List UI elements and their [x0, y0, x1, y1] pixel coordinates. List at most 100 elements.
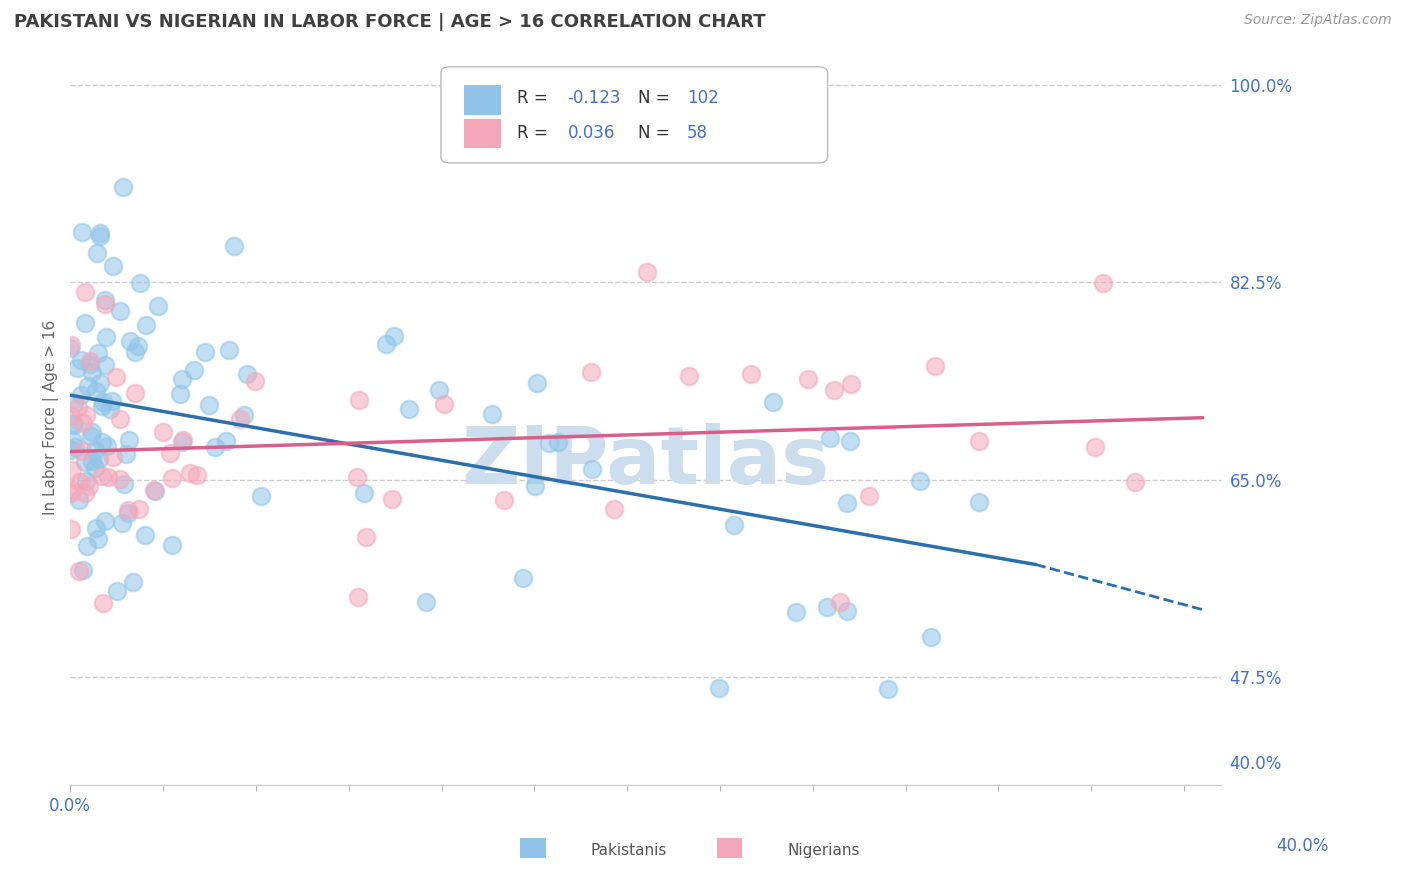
Text: R =: R =	[517, 124, 553, 142]
Point	[60, 442, 83, 457]
Point	[198, 398, 221, 412]
Point	[523, 479, 546, 493]
Text: N =: N =	[638, 124, 675, 142]
Point	[117, 506, 139, 520]
Point	[427, 383, 450, 397]
Point	[124, 345, 146, 359]
Point	[77, 478, 100, 492]
Point	[152, 425, 174, 440]
Point	[84, 442, 107, 457]
Point	[105, 370, 128, 384]
Point	[481, 407, 503, 421]
Point	[818, 431, 841, 445]
Point	[76, 378, 98, 392]
Text: 40.0%: 40.0%	[1277, 837, 1329, 855]
Point	[75, 409, 97, 423]
Point	[91, 395, 114, 409]
Point	[243, 374, 266, 388]
Point	[349, 392, 371, 407]
Point	[1084, 440, 1107, 454]
Point	[382, 329, 405, 343]
Point	[84, 384, 107, 399]
Point	[89, 376, 111, 390]
Point	[135, 318, 157, 332]
Text: -0.123: -0.123	[568, 88, 621, 107]
Point	[59, 409, 82, 423]
Point	[90, 469, 112, 483]
Point	[433, 397, 456, 411]
Point	[877, 681, 900, 696]
Point	[91, 399, 114, 413]
Point	[93, 297, 115, 311]
Point	[908, 474, 931, 488]
Point	[62, 434, 84, 448]
Point	[415, 595, 437, 609]
Point	[60, 522, 83, 536]
Point	[579, 365, 602, 379]
Point	[69, 493, 91, 508]
Point	[66, 360, 89, 375]
Point	[354, 530, 377, 544]
Text: PAKISTANI VS NIGERIAN IN LABOR FORCE | AGE > 16 CORRELATION CHART: PAKISTANI VS NIGERIAN IN LABOR FORCE | A…	[14, 13, 766, 31]
Text: ZIPatlas: ZIPatlas	[461, 423, 830, 500]
Point	[101, 450, 124, 464]
Point	[236, 367, 259, 381]
Point	[1092, 276, 1115, 290]
Point	[60, 486, 83, 500]
Point	[76, 539, 98, 553]
Point	[581, 462, 603, 476]
Point	[93, 514, 115, 528]
Point	[830, 595, 852, 609]
Point	[170, 435, 193, 450]
Bar	[464, 85, 501, 114]
Point	[110, 516, 132, 530]
Point	[62, 416, 84, 430]
Point	[159, 446, 181, 460]
Point	[839, 377, 862, 392]
Point	[93, 359, 115, 373]
Point	[169, 387, 191, 401]
Text: R =: R =	[517, 88, 553, 107]
Point	[108, 472, 131, 486]
Point	[160, 537, 183, 551]
Point	[93, 293, 115, 307]
Point	[835, 496, 858, 510]
Text: Nigerians: Nigerians	[787, 843, 860, 858]
Point	[101, 394, 124, 409]
Point	[79, 357, 101, 371]
Point	[183, 363, 205, 377]
Point	[179, 466, 201, 480]
Point	[967, 434, 990, 449]
Point	[194, 345, 217, 359]
Text: 0.036: 0.036	[568, 124, 614, 142]
Point	[69, 475, 91, 489]
Point	[353, 486, 375, 500]
Point	[60, 463, 83, 477]
Point	[835, 603, 858, 617]
Point	[70, 444, 93, 458]
Text: 58: 58	[688, 124, 709, 142]
Point	[785, 606, 807, 620]
Text: Source: ZipAtlas.com: Source: ZipAtlas.com	[1244, 13, 1392, 28]
Point	[108, 304, 131, 318]
Point	[603, 502, 626, 516]
Point	[172, 434, 194, 448]
Point	[122, 575, 145, 590]
Point	[346, 470, 368, 484]
Point	[170, 372, 193, 386]
Text: N =: N =	[638, 88, 675, 107]
Point	[87, 346, 110, 360]
Point	[537, 435, 560, 450]
Point	[59, 341, 82, 355]
Point	[924, 359, 946, 373]
Point	[84, 521, 107, 535]
Point	[75, 474, 97, 488]
Point	[114, 447, 136, 461]
Point	[229, 412, 252, 426]
Point	[89, 228, 111, 243]
Point	[375, 337, 398, 351]
Point	[127, 339, 149, 353]
Point	[72, 416, 94, 430]
Point	[636, 265, 658, 279]
Point	[79, 354, 101, 368]
